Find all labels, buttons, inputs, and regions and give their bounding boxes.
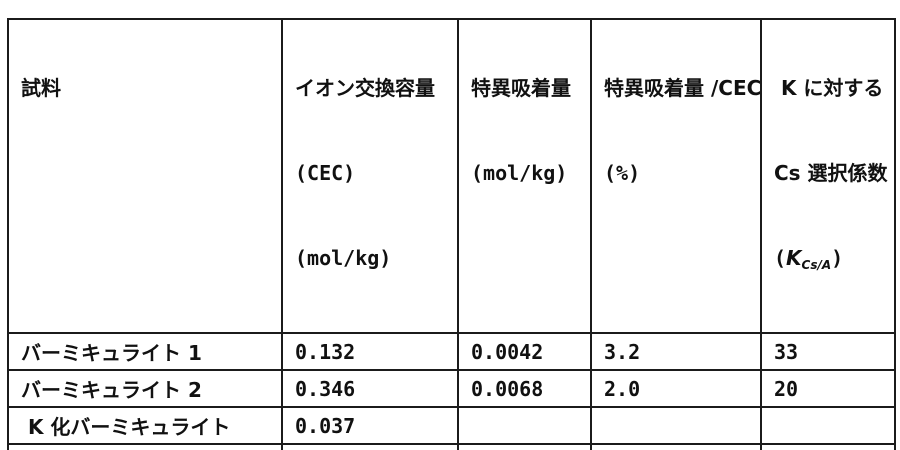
cell-ratio: 2.0 bbox=[590, 369, 762, 408]
cell-sample: バーミキュライト 2 bbox=[7, 369, 283, 408]
table-row: バーミキュライト 2 0.346 0.0068 2.0 20 bbox=[7, 369, 896, 408]
header-ratio: 特異吸着量 /CEC (%) bbox=[590, 18, 762, 334]
kcs-close-paren: ) bbox=[831, 246, 844, 270]
header-specific-adsorption: 特異吸着量 (mol/kg) bbox=[457, 18, 592, 334]
cell-ratio bbox=[590, 406, 762, 445]
header-sample: 試料 bbox=[7, 18, 283, 334]
header-cec-title: イオン交換容量 bbox=[295, 76, 435, 100]
cell-kcs: 33 bbox=[760, 332, 896, 371]
cell-cec: 0.346 bbox=[281, 369, 459, 408]
cell-kcs: 20 bbox=[760, 369, 896, 408]
table-row: 蛭石（福島県小野産） 0.145 0.0039 0.94 9 bbox=[7, 443, 896, 450]
header-ratio-title: 特異吸着量 /CEC bbox=[604, 76, 761, 100]
cell-sample: バーミキュライト 1 bbox=[7, 332, 283, 371]
header-specific-title: 特異吸着量 bbox=[471, 76, 571, 100]
header-row: 試料 イオン交換容量 (CEC) (mol/kg) 特異吸着量 (mol/kg)… bbox=[7, 18, 896, 334]
cs-adsorption-table: 試料 イオン交換容量 (CEC) (mol/kg) 特異吸着量 (mol/kg)… bbox=[7, 18, 896, 450]
header-kcs-line1: K に対する bbox=[774, 76, 884, 100]
cell-specific: 0.0042 bbox=[457, 332, 592, 371]
cell-cec: 0.145 bbox=[281, 443, 459, 450]
cell-kcs bbox=[760, 406, 896, 445]
cell-cec: 0.037 bbox=[281, 406, 459, 445]
header-cec: イオン交換容量 (CEC) (mol/kg) bbox=[281, 18, 459, 334]
table-row: K 化バーミキュライト 0.037 bbox=[7, 406, 896, 445]
cell-cec: 0.132 bbox=[281, 332, 459, 371]
header-ratio-unit: (%) bbox=[604, 161, 641, 185]
cell-ratio: 3.2 bbox=[590, 332, 762, 371]
header-kcs-selectivity: K に対する Cs 選択係数 (KCs/A) bbox=[760, 18, 896, 334]
header-cec-unit: (mol/kg) bbox=[295, 246, 392, 270]
header-sample-label: 試料 bbox=[21, 76, 61, 100]
cell-sample: 蛭石（福島県小野産） bbox=[7, 443, 283, 450]
cell-specific: 0.0039 bbox=[457, 443, 592, 450]
header-cec-abbrev: (CEC) bbox=[295, 161, 356, 185]
cell-specific bbox=[457, 406, 592, 445]
header-kcs-line2: Cs 選択係数 bbox=[774, 161, 888, 185]
kcs-subscript: Cs/A bbox=[801, 258, 832, 272]
header-specific-unit: (mol/kg) bbox=[471, 161, 568, 185]
cell-kcs: 9 bbox=[760, 443, 896, 450]
kcs-formula: (KCs/A) bbox=[774, 240, 891, 284]
kcs-symbol-k: K bbox=[786, 246, 802, 270]
cell-sample: K 化バーミキュライト bbox=[7, 406, 283, 445]
table-row: バーミキュライト 1 0.132 0.0042 3.2 33 bbox=[7, 332, 896, 371]
kcs-open-paren: ( bbox=[774, 246, 787, 270]
cell-ratio: 0.94 bbox=[590, 443, 762, 450]
cell-specific: 0.0068 bbox=[457, 369, 592, 408]
